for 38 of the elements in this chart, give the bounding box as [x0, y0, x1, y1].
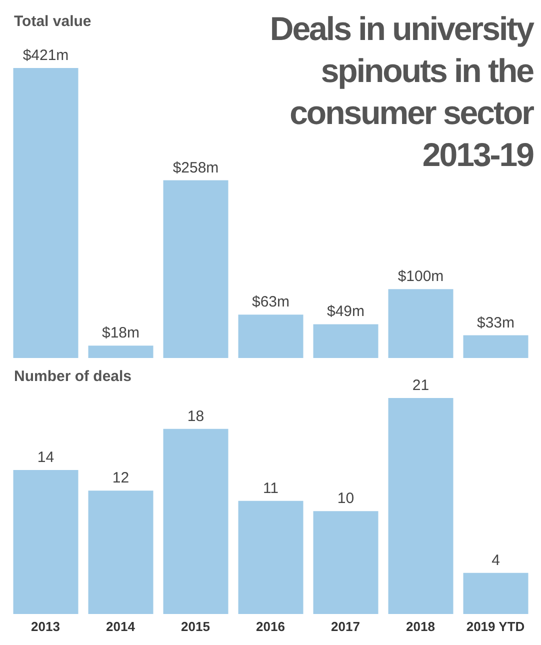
- x-tick-label: 2016: [256, 619, 285, 634]
- data-label: 14: [37, 449, 54, 466]
- data-label: 18: [187, 408, 204, 425]
- bar: [88, 346, 154, 358]
- data-label: $18m: [102, 324, 140, 342]
- chart-subtitle: Total value: [14, 13, 92, 30]
- bar: [238, 500, 304, 614]
- bar: [313, 324, 378, 358]
- bar: [13, 470, 78, 614]
- data-label: 10: [337, 490, 354, 508]
- bar: [163, 428, 228, 614]
- bar: [388, 289, 454, 358]
- bar: [388, 398, 454, 614]
- x-tick-label: 2018: [406, 619, 435, 634]
- bar: [238, 314, 304, 358]
- data-label: 12: [112, 470, 130, 487]
- bar: [88, 490, 154, 614]
- data-label: $33m: [476, 314, 515, 332]
- data-label: 4: [492, 552, 500, 569]
- data-label: 21: [412, 377, 430, 394]
- data-label: $63m: [252, 294, 290, 311]
- bar: [463, 335, 528, 358]
- data-label: 11: [262, 480, 279, 497]
- x-tick-label: 2013: [31, 619, 60, 634]
- chart-subtitle: Number of deals: [14, 368, 132, 385]
- data-label: $49m: [326, 303, 365, 320]
- bar: [313, 511, 378, 614]
- chart-title: Deals in university spinouts in the consumer sector 2013-19: [268, 9, 533, 175]
- bar: [463, 572, 528, 614]
- x-tick-label: 2014: [106, 619, 136, 634]
- bar: [163, 180, 228, 358]
- x-tick-label: 2015: [181, 619, 210, 634]
- bar: [13, 68, 78, 358]
- x-tick-label: 2017: [331, 619, 360, 634]
- data-label: $258m: [172, 159, 219, 176]
- x-tick-label: 2019 YTD: [466, 619, 525, 634]
- data-label: $421m: [22, 47, 69, 64]
- data-label: $100m: [398, 268, 444, 286]
